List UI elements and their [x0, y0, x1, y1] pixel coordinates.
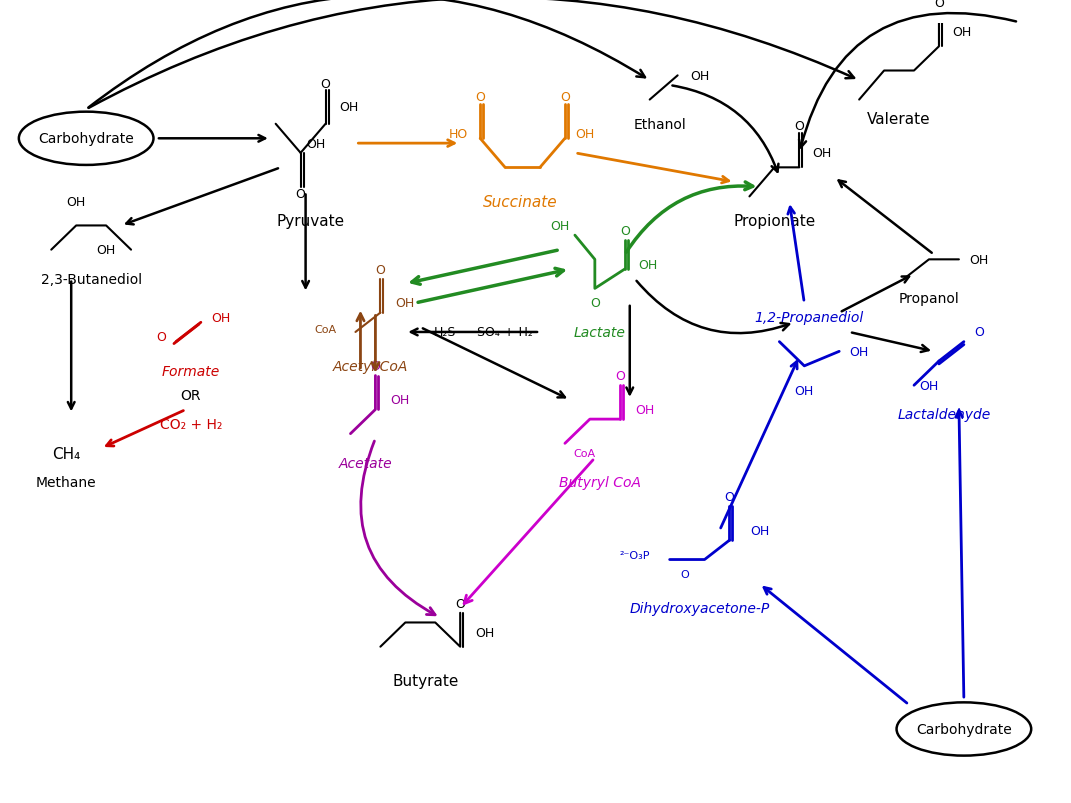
Text: O: O [320, 78, 331, 91]
Text: OH: OH [391, 393, 410, 407]
Text: OR: OR [181, 389, 201, 402]
Text: Pyruvate: Pyruvate [276, 214, 345, 229]
Text: OH: OH [338, 100, 358, 114]
Text: H₂S: H₂S [434, 326, 456, 339]
Text: OH: OH [66, 195, 86, 209]
Text: CoA: CoA [574, 448, 595, 459]
Text: OH: OH [919, 379, 938, 392]
Text: Methane: Methane [36, 475, 96, 490]
Text: O: O [620, 225, 630, 238]
Text: O: O [934, 0, 944, 10]
Text: Propionate: Propionate [734, 214, 815, 229]
Text: HO: HO [449, 128, 468, 141]
Text: OH: OH [813, 147, 832, 160]
Text: O: O [590, 297, 600, 310]
Text: Butyryl CoA: Butyryl CoA [559, 475, 640, 490]
Text: O: O [615, 369, 624, 382]
Text: 2,3-Butanediol: 2,3-Butanediol [41, 272, 141, 287]
Text: OH: OH [96, 244, 116, 257]
Text: OH: OH [638, 259, 658, 271]
Text: O: O [476, 91, 485, 104]
Text: Acetyl CoA: Acetyl CoA [333, 360, 408, 373]
Text: OH: OH [969, 254, 989, 267]
Text: Carbohydrate: Carbohydrate [916, 722, 1012, 736]
Text: Formate: Formate [162, 365, 220, 378]
Text: SO₄ + H₂: SO₄ + H₂ [478, 326, 533, 339]
Text: O: O [371, 360, 380, 373]
Text: O: O [725, 491, 735, 503]
Text: CH₄: CH₄ [52, 446, 80, 461]
Text: OH: OH [690, 70, 709, 83]
Text: O: O [974, 326, 984, 339]
Text: 1,2-Propanediol: 1,2-Propanediol [755, 311, 864, 325]
Text: CoA: CoA [315, 324, 336, 335]
Text: OH: OH [849, 345, 869, 358]
Text: Carbohydrate: Carbohydrate [39, 132, 134, 146]
Text: OH: OH [575, 128, 594, 141]
Text: OH: OH [795, 384, 814, 397]
Text: OH: OH [952, 26, 971, 39]
Text: Succinate: Succinate [483, 194, 557, 210]
Text: O: O [296, 188, 305, 201]
Text: Lactaldehyde: Lactaldehyde [897, 408, 991, 422]
Text: Ethanol: Ethanol [633, 117, 687, 132]
Text: Acetate: Acetate [338, 456, 392, 470]
Text: O: O [680, 569, 689, 579]
Text: CO₂ + H₂: CO₂ + H₂ [160, 418, 222, 431]
Text: Propanol: Propanol [899, 291, 960, 306]
Text: OH: OH [550, 220, 570, 233]
Text: O: O [560, 91, 570, 104]
Text: ²⁻O₃P: ²⁻O₃P [619, 550, 650, 560]
Text: O: O [795, 120, 804, 133]
Text: OH: OH [306, 137, 326, 150]
Text: OH: OH [395, 297, 414, 310]
Text: O: O [376, 263, 386, 276]
Text: Butyrate: Butyrate [392, 673, 458, 688]
Text: Valerate: Valerate [868, 112, 931, 127]
Text: O: O [156, 331, 166, 344]
Text: Dihydroxyacetone-P: Dihydroxyacetone-P [630, 601, 770, 615]
Text: Lactate: Lactate [574, 325, 625, 340]
Text: OH: OH [750, 524, 769, 537]
Text: OH: OH [211, 312, 230, 324]
Text: OH: OH [476, 626, 495, 639]
Text: O: O [455, 597, 465, 609]
Text: OH: OH [635, 403, 654, 417]
